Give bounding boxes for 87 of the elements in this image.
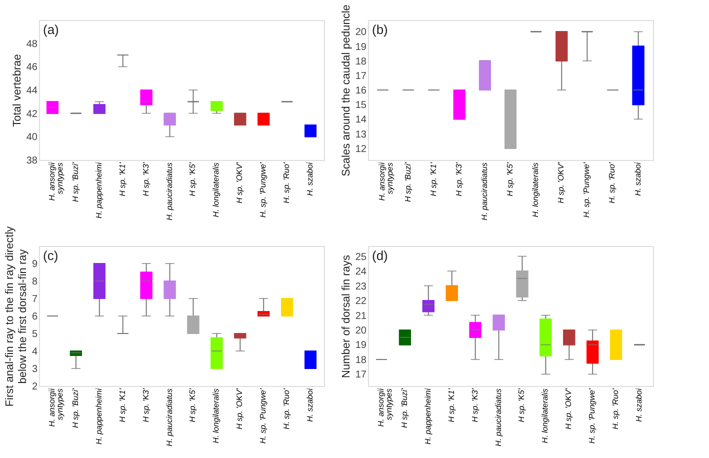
- chart-title: (c): [43, 248, 58, 263]
- y-tick-label: 23: [355, 281, 367, 292]
- x-tick-label: H sp. 'OKV': [235, 162, 244, 204]
- x-tick-label: H sp. 'K1': [118, 388, 127, 422]
- x-tick-label: H sp. 'K3': [141, 388, 150, 422]
- x-tick-label: H sp. 'K3': [470, 388, 480, 422]
- x-tick-label: H sp. 'K1': [446, 388, 456, 422]
- y-tick-label: 3: [32, 364, 38, 375]
- y-tick-label: 25: [355, 252, 367, 263]
- x-tick-label: H. pauciradiatus: [494, 388, 503, 446]
- y-tick-label: 20: [355, 326, 367, 336]
- y-tick-label: 6: [32, 312, 38, 322]
- y-tick-label: 42: [26, 108, 38, 120]
- x-tick-label: H. szaboi: [633, 162, 642, 196]
- y-tick-label: 13: [355, 129, 367, 140]
- x-tick-label: H sp. 'Buzi': [400, 388, 409, 428]
- y-tick-label: 7: [32, 294, 38, 305]
- x-tick-label: H sp. 'OKV': [556, 162, 566, 204]
- y-tick-label: 5: [32, 329, 38, 340]
- x-tick-label: H sp. 'Buzi': [403, 162, 412, 202]
- y-tick-label: 21: [355, 310, 367, 322]
- y-tick-label: 38: [26, 156, 38, 166]
- x-tick-label: H. sp. 'Pungwe': [258, 388, 268, 444]
- y-tick-label: 20: [355, 27, 367, 38]
- y-tick-label: 18: [355, 354, 367, 366]
- x-tick-label: H sp. 'Buzi': [70, 388, 80, 428]
- x-tick-label: H sp. 'K5': [188, 162, 198, 196]
- x-tick-label: H. longilateralis: [531, 162, 540, 218]
- x-tick-label: H. pappenheimi: [94, 388, 104, 445]
- y-axis-title: Scales around the caudal peduncle: [340, 4, 352, 176]
- chart-title: (b): [372, 22, 388, 37]
- y-tick-label: 2: [32, 382, 38, 392]
- y-tick-label: 48: [26, 38, 38, 50]
- x-tick-label: H. pauciradiatus: [164, 388, 174, 446]
- y-tick-label: 15: [355, 100, 367, 112]
- x-tick-label: H. longilateralis: [212, 388, 221, 444]
- x-tick-label: H. pappenheimi: [423, 388, 432, 445]
- y-tick-label: 46: [26, 62, 38, 74]
- x-tick-label: H. sp. 'Pungwe': [582, 162, 592, 218]
- x-tick-label: H sp. 'OKV': [235, 388, 244, 430]
- x-tick-label: H. szaboi: [306, 162, 315, 196]
- y-tick-label: 14: [355, 114, 367, 126]
- y-tick-label: 44: [26, 86, 38, 96]
- x-tick-label: H. sp. 'Pungwe': [258, 162, 268, 218]
- y-tick-label: 17: [355, 370, 367, 381]
- x-tick-label: H. longilateralis: [540, 388, 550, 444]
- x-tick-label: H sp. 'OKV': [564, 388, 574, 430]
- x-tick-label: H. pappenheimi: [94, 162, 104, 219]
- x-tick-label: H sp. 'K5': [506, 162, 514, 196]
- x-tick-label: H. szaboi: [306, 388, 315, 422]
- y-axis-title: First anal-fin ray to the fin ray directly below the first dorsal-fin ray: [4, 226, 29, 407]
- y-axis-title: Number of dorsal fin rays: [340, 254, 352, 378]
- x-tick-label: H. sp. 'Ruo': [611, 388, 620, 430]
- x-tick-label: H. ansorgii syntypes: [47, 162, 64, 201]
- x-tick-label: H. sp. 'Ruo': [282, 388, 292, 430]
- x-tick-label: H. longilateralis: [212, 162, 221, 218]
- y-tick-label: 12: [355, 144, 367, 155]
- x-tick-label: H. ansorgii syntypes: [378, 162, 395, 201]
- y-tick-label: 16: [355, 86, 367, 96]
- x-tick-label: H. pauciradiatus: [164, 162, 174, 220]
- x-tick-label: H sp. 'K1': [118, 162, 127, 196]
- y-tick-label: 8: [32, 276, 38, 288]
- x-tick-label: H. sp. 'Ruo': [282, 162, 292, 204]
- x-tick-label: H sp. 'K3': [141, 162, 150, 196]
- y-tick-label: 17: [355, 70, 367, 82]
- x-tick-label: H. ansorgii syntypes: [47, 388, 64, 427]
- x-tick-label: H sp. 'K5': [517, 388, 526, 422]
- y-axis-title: Total vertebrae: [11, 54, 24, 127]
- y-tick-label: 22: [355, 296, 367, 308]
- chart-title: (d): [372, 248, 388, 263]
- x-tick-label: H. ansorgii syntypes: [376, 388, 394, 427]
- y-tick-label: 19: [355, 340, 367, 352]
- x-tick-label: H sp. 'K3': [454, 162, 464, 196]
- y-tick-label: 24: [355, 266, 367, 278]
- y-tick-label: 4: [32, 346, 38, 358]
- x-tick-label: H sp. 'K1': [428, 162, 438, 196]
- x-tick-label: H. szaboi: [634, 388, 644, 422]
- x-tick-label: H. sp. 'Ruo': [608, 162, 617, 204]
- x-tick-label: H. sp. 'Pungwe': [588, 388, 597, 444]
- chart-title: (a): [43, 22, 59, 37]
- y-tick-label: 40: [26, 132, 38, 144]
- y-tick-label: 9: [32, 259, 38, 270]
- y-tick-label: 18: [355, 56, 367, 68]
- y-tick-label: 19: [355, 42, 367, 53]
- x-tick-label: H. pauciradiatus: [480, 162, 489, 220]
- x-tick-label: H sp. 'Buzi': [70, 162, 80, 202]
- x-tick-label: H sp. 'K5': [188, 388, 198, 422]
